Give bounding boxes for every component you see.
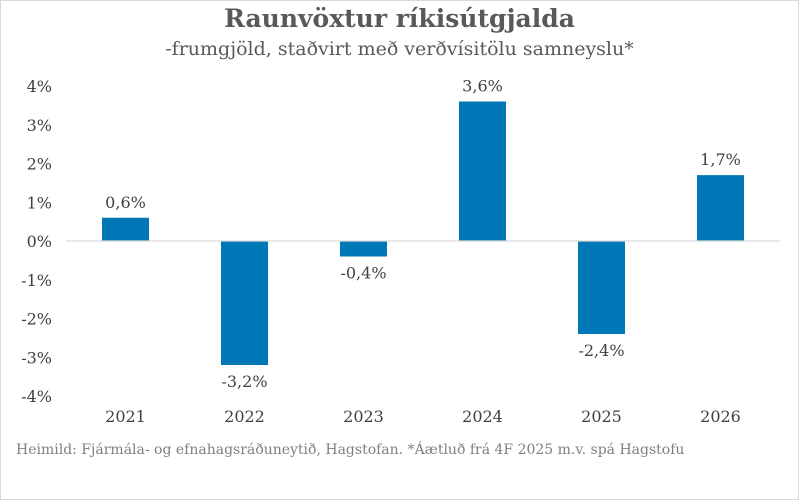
chart-title: Raunvöxtur ríkisútgjalda bbox=[224, 4, 575, 33]
bar-series bbox=[102, 101, 744, 365]
data-labels: 0,6% -3,2% -0,4% 3,6% -2,4% 1,7% bbox=[105, 77, 741, 392]
data-label: -0,4% bbox=[340, 264, 386, 283]
y-tick-label: -3% bbox=[21, 348, 52, 367]
bar-2022 bbox=[221, 241, 268, 365]
x-tick-label: 2026 bbox=[700, 407, 741, 426]
bar-2026 bbox=[697, 175, 744, 241]
y-tick-label: -1% bbox=[21, 271, 52, 290]
chart-subtitle: -frumgjöld, staðvirt með verðvísitölu sa… bbox=[165, 38, 634, 60]
data-label: -3,2% bbox=[221, 372, 267, 391]
x-tick-label: 2022 bbox=[224, 407, 265, 426]
y-tick-label: 3% bbox=[27, 116, 52, 135]
x-tick-label: 2024 bbox=[462, 407, 503, 426]
y-tick-label: 2% bbox=[27, 155, 52, 174]
y-tick-label: -2% bbox=[21, 310, 52, 329]
y-tick-label: -4% bbox=[21, 387, 52, 406]
y-tick-label: 0% bbox=[27, 232, 52, 251]
data-label: 0,6% bbox=[105, 193, 146, 212]
x-tick-label: 2021 bbox=[105, 407, 146, 426]
y-tick-label: 1% bbox=[27, 193, 52, 212]
data-label: 1,7% bbox=[700, 150, 741, 169]
x-axis-ticks: 2021 2022 2023 2024 2025 2026 bbox=[105, 407, 741, 426]
data-label: 3,6% bbox=[462, 77, 503, 96]
y-tick-label: 4% bbox=[27, 77, 52, 96]
x-tick-label: 2023 bbox=[343, 407, 384, 426]
data-label: -2,4% bbox=[578, 341, 624, 360]
bar-2021 bbox=[102, 217, 149, 241]
y-axis-ticks: 4% 3% 2% 1% 0% -1% -2% -3% -4% bbox=[21, 77, 52, 406]
source-note: Heimild: Fjármála- og efnahagsráðuneytið… bbox=[16, 442, 685, 458]
x-tick-label: 2025 bbox=[581, 407, 622, 426]
bar-2025 bbox=[578, 241, 625, 334]
bar-2023 bbox=[340, 241, 387, 257]
bar-chart: 4% 3% 2% 1% 0% -1% -2% -3% -4% 0,6% -3,2% -0,4% 3,6… bbox=[21, 77, 780, 426]
bar-2024 bbox=[459, 101, 506, 241]
